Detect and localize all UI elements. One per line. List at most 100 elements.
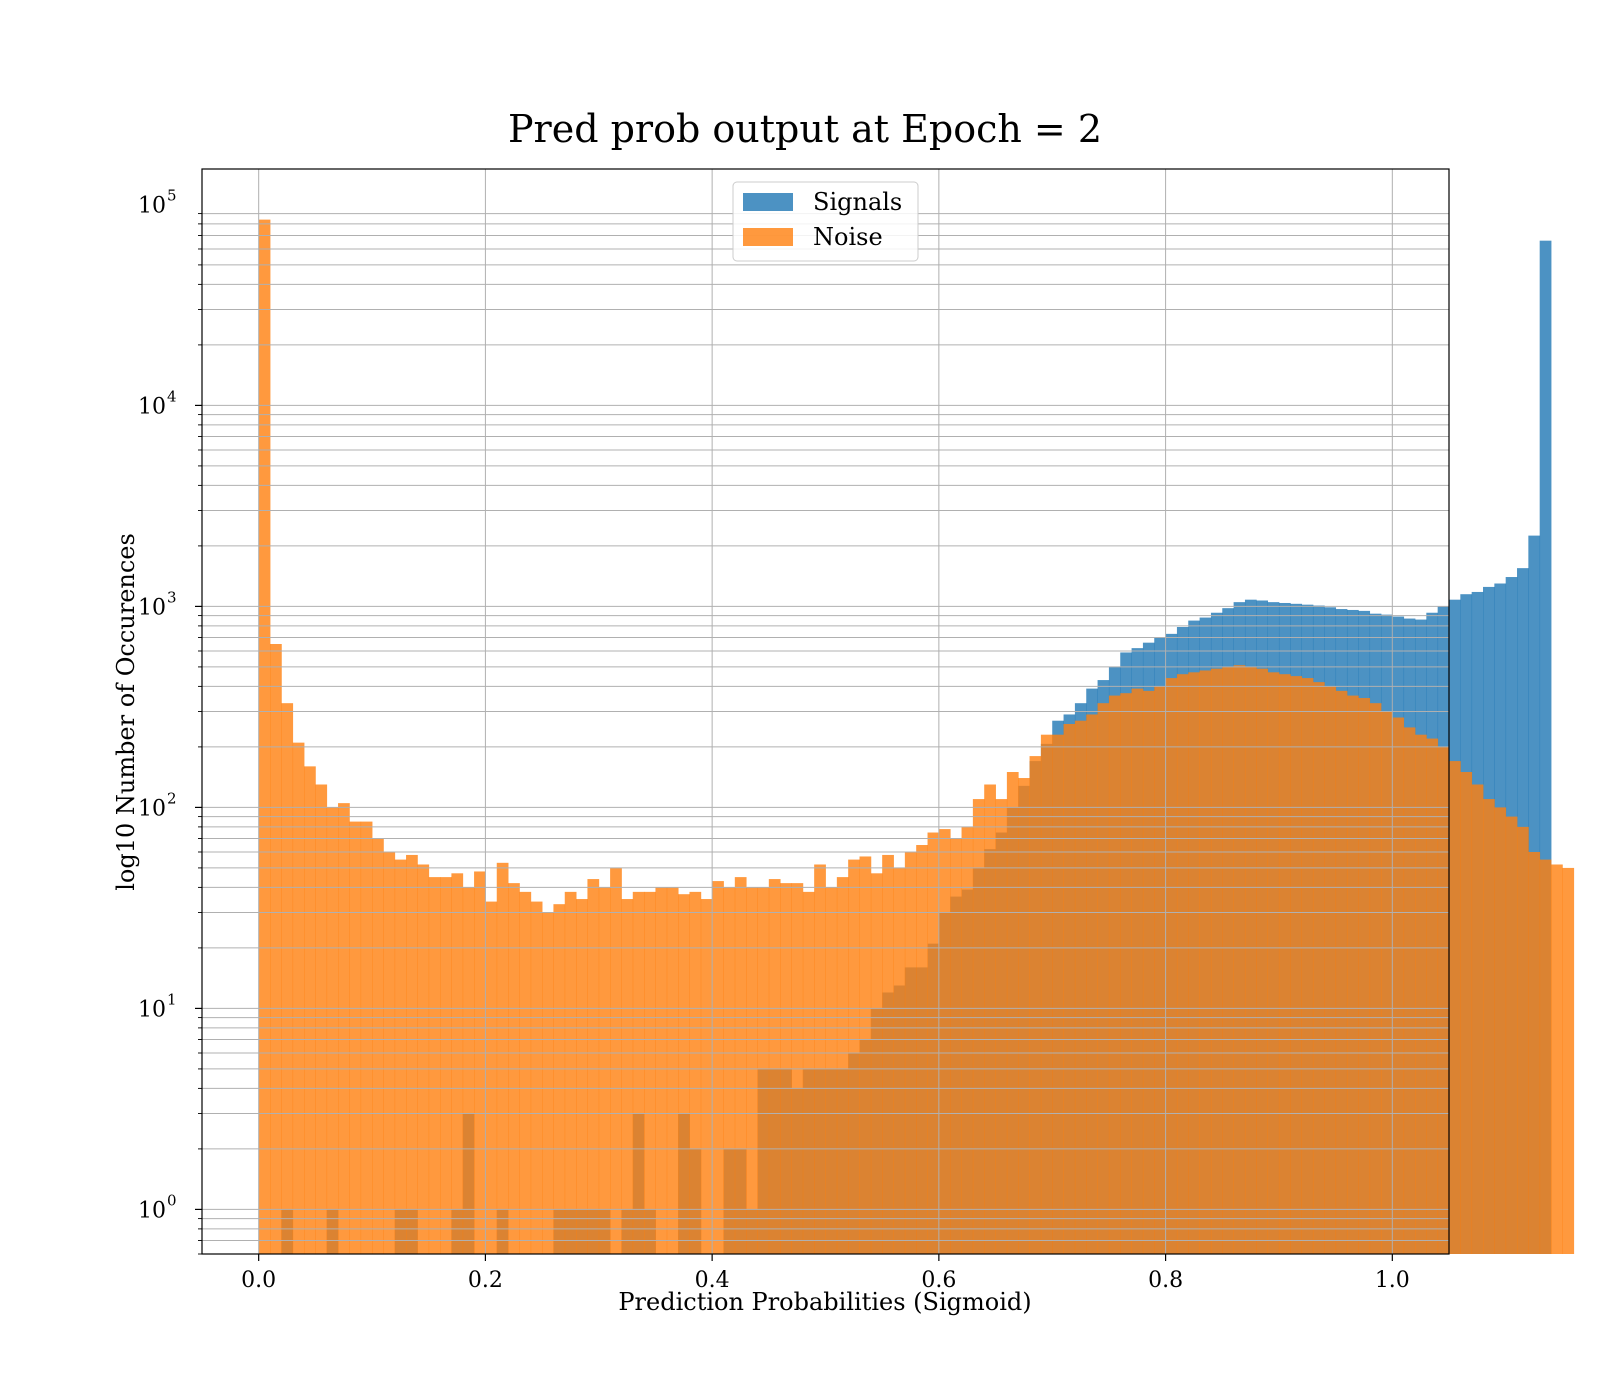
- noise-bar: [1040, 734, 1053, 1254]
- y-tick-exponent: 1: [167, 990, 177, 1008]
- noise-bar: [1324, 686, 1337, 1254]
- noise-bar: [576, 899, 588, 1254]
- noise-bar: [417, 864, 430, 1254]
- noise-bar: [587, 879, 600, 1254]
- noise-bar: [1539, 859, 1552, 1254]
- noise-bar: [825, 887, 838, 1254]
- noise-bar: [598, 887, 611, 1254]
- y-tick-exponent: 3: [167, 588, 177, 606]
- noise-bar: [950, 838, 962, 1254]
- noise-bar: [1120, 693, 1132, 1254]
- noise-bar: [1188, 672, 1200, 1254]
- noise-bar: [666, 887, 679, 1254]
- signals-bar: [1539, 240, 1552, 1255]
- noise-bar: [542, 912, 554, 1254]
- x-axis: 0.0 0.2 0.4 0.6 0.8 1.0: [241, 1254, 1410, 1293]
- x-tick-label: 0.2: [468, 1268, 503, 1293]
- noise-bar: [1210, 668, 1223, 1254]
- legend-label-signals: Signals: [813, 188, 902, 216]
- y-tick-label: 10: [138, 1198, 166, 1223]
- y-tick-label: 10: [138, 997, 166, 1022]
- noise-bar: [496, 862, 509, 1254]
- noise-bar: [848, 859, 860, 1254]
- noise-bar: [1278, 674, 1291, 1254]
- noise-bar: [258, 219, 271, 1255]
- noise-bar: [1052, 734, 1064, 1254]
- noise-bar: [1165, 678, 1178, 1254]
- noise-bar: [1222, 666, 1235, 1254]
- noise-bar: [1403, 727, 1416, 1254]
- noise-bar: [406, 854, 418, 1254]
- noise-bar: [1131, 688, 1144, 1254]
- noise-bar: [678, 894, 690, 1254]
- x-tick-label: 0.6: [921, 1268, 956, 1293]
- noise-bar: [519, 891, 532, 1254]
- noise-bar: [1154, 686, 1166, 1254]
- y-tick-exponent: 4: [167, 387, 177, 405]
- y-tick-label: 10: [138, 394, 166, 419]
- noise-bar: [1244, 666, 1257, 1254]
- legend: Signals Noise: [732, 181, 919, 262]
- noise-bar: [1505, 816, 1518, 1254]
- noise-bar: [621, 899, 634, 1254]
- y-tick-label: 10: [138, 193, 166, 218]
- x-tick-label: 0.0: [241, 1268, 276, 1293]
- noise-bar: [893, 867, 906, 1254]
- noise-bar: [1517, 826, 1529, 1254]
- noise-bar: [644, 891, 656, 1254]
- noise-bar: [1142, 690, 1155, 1254]
- noise-bar: [1380, 711, 1393, 1254]
- noise-bar: [1414, 734, 1427, 1254]
- noise-bar: [746, 887, 758, 1254]
- noise-bar: [1369, 703, 1382, 1254]
- y-tick-exponent: 2: [167, 789, 177, 807]
- noise-bar: [1494, 807, 1507, 1254]
- y-tick-label: 10: [138, 796, 166, 821]
- x-tick-label: 1.0: [1375, 1268, 1410, 1293]
- noise-bar: [1097, 703, 1110, 1254]
- noise-bar: [1392, 717, 1405, 1254]
- noise-bar: [700, 899, 713, 1254]
- noise-bar: [1346, 695, 1359, 1254]
- y-tick-exponent: 0: [167, 1191, 177, 1209]
- noise-bar: [1233, 665, 1246, 1254]
- legend-swatch-signals: [743, 193, 793, 211]
- x-axis-label: Prediction Probabilities (Sigmoid): [618, 1288, 1031, 1316]
- noise-bar: [553, 904, 566, 1254]
- noise-bar: [802, 891, 815, 1254]
- noise-bar: [1290, 676, 1303, 1254]
- noise-bar: [428, 877, 441, 1254]
- noise-bar: [1528, 851, 1541, 1254]
- y-tick-exponent: 5: [167, 186, 177, 204]
- noise-bar: [1426, 738, 1439, 1254]
- x-tick-label: 0.8: [1148, 1268, 1183, 1293]
- noise-bar: [315, 784, 328, 1254]
- noise-bar: [938, 829, 951, 1254]
- noise-bar: [712, 881, 724, 1254]
- noise-bar: [1256, 668, 1269, 1254]
- noise-bar: [610, 867, 622, 1254]
- noise-bar: [462, 887, 475, 1254]
- y-axis-label: log10 Number of Occurences: [112, 533, 140, 891]
- noise-bar: [1301, 678, 1314, 1254]
- noise-bar: [1437, 746, 1450, 1254]
- noise-bar: [1471, 784, 1484, 1254]
- noise-bar: [1358, 698, 1371, 1254]
- noise-bar: [859, 856, 872, 1254]
- noise-bar: [1483, 799, 1495, 1254]
- noise-bar: [338, 803, 350, 1254]
- noise-bar: [689, 891, 702, 1254]
- noise-bar: [349, 821, 362, 1254]
- noise-bar: [304, 766, 316, 1254]
- noise-bar: [984, 784, 996, 1254]
- noise-bar: [474, 871, 486, 1254]
- noise-bar: [995, 799, 1008, 1254]
- noise-bar: [1086, 714, 1098, 1254]
- noise-bar: [485, 901, 498, 1254]
- y-tick-label: 10: [138, 595, 166, 620]
- noise-bar: [927, 832, 940, 1254]
- noise-bar: [1199, 670, 1212, 1254]
- noise-bar: [1029, 756, 1042, 1254]
- legend-label-noise: Noise: [813, 223, 883, 251]
